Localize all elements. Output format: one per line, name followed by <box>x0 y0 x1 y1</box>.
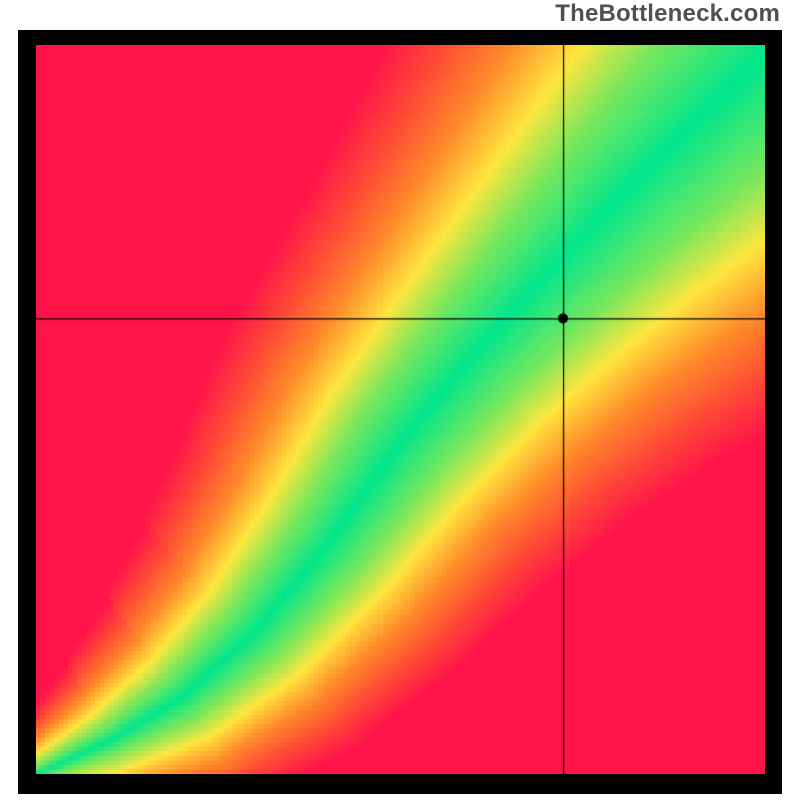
chart-frame <box>18 30 782 794</box>
crosshair-overlay <box>36 45 765 774</box>
watermark-text: TheBottleneck.com <box>555 0 780 28</box>
